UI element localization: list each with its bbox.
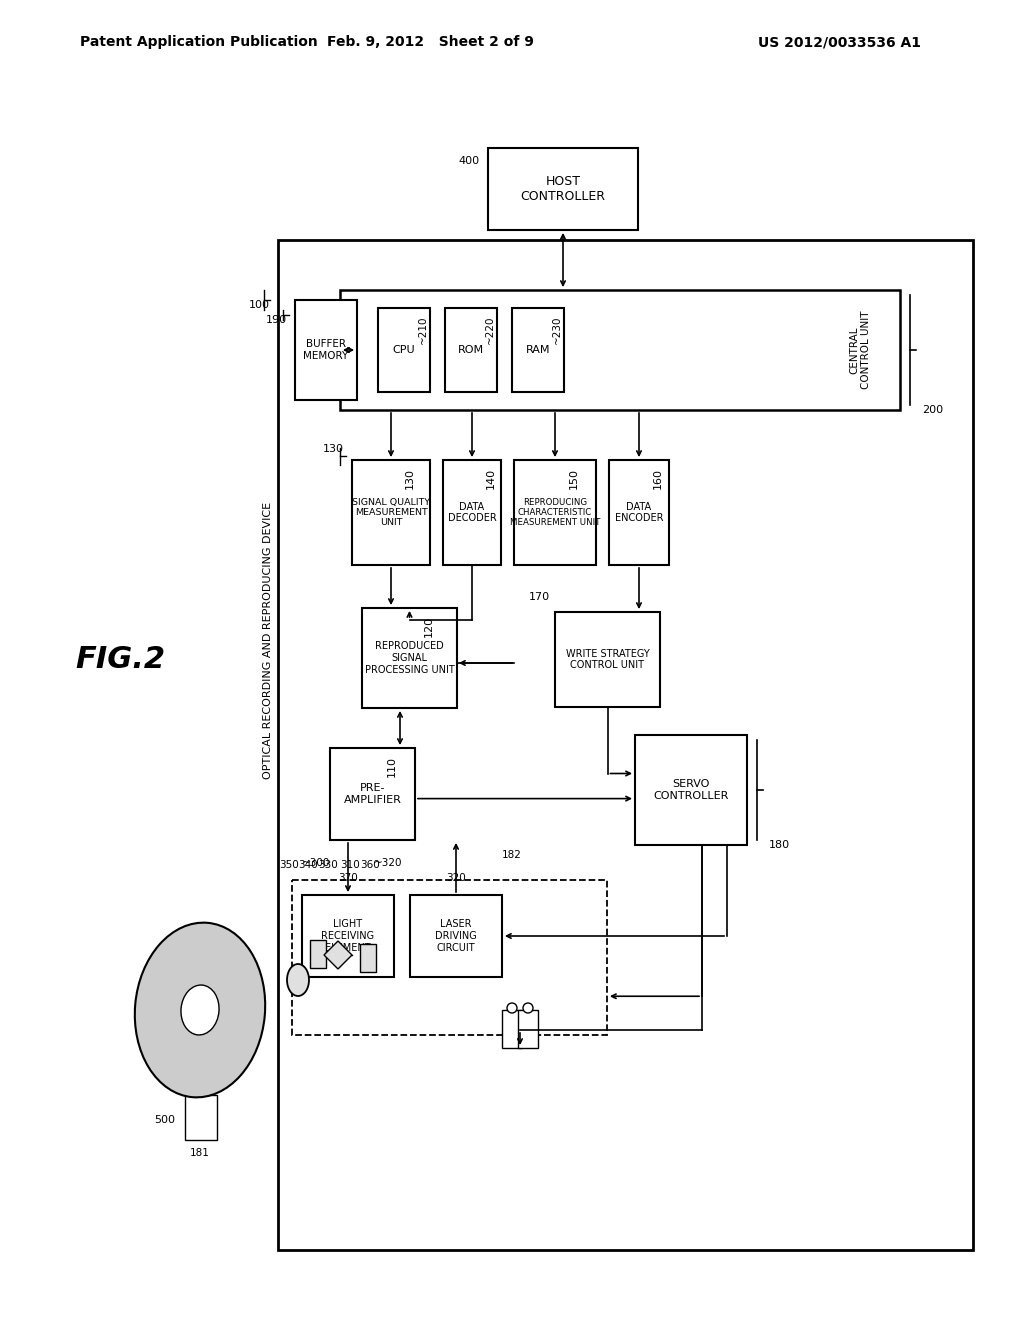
- Text: RAM: RAM: [525, 345, 550, 355]
- Bar: [502, 1010, 522, 1048]
- Bar: [443, 459, 501, 565]
- Text: CPU: CPU: [392, 345, 416, 355]
- Text: US 2012/0033536 A1: US 2012/0033536 A1: [759, 36, 922, 49]
- Text: OPTICAL RECORDING AND REPRODUCING DEVICE: OPTICAL RECORDING AND REPRODUCING DEVICE: [263, 502, 273, 779]
- Text: WRITE STRATEGY
CONTROL UNIT: WRITE STRATEGY CONTROL UNIT: [565, 648, 649, 671]
- Text: 360: 360: [360, 861, 380, 870]
- Text: DATA
DECODER: DATA DECODER: [447, 502, 497, 523]
- Circle shape: [523, 1003, 534, 1012]
- Text: 181: 181: [190, 1148, 210, 1158]
- Text: ~230: ~230: [552, 315, 562, 345]
- Text: 190: 190: [266, 315, 287, 325]
- Text: 370: 370: [338, 873, 357, 883]
- Text: 320: 320: [446, 873, 466, 883]
- Text: LASER
DRIVING
CIRCUIT: LASER DRIVING CIRCUIT: [435, 920, 477, 953]
- Text: 400: 400: [459, 156, 480, 166]
- Bar: [378, 308, 430, 392]
- Text: 310: 310: [340, 861, 359, 870]
- Bar: [445, 308, 497, 392]
- Text: 130: 130: [406, 469, 415, 488]
- Bar: [518, 1010, 538, 1048]
- Bar: [340, 290, 900, 411]
- Text: CENTRAL
CONTROL UNIT: CENTRAL CONTROL UNIT: [849, 310, 870, 389]
- Text: DATA
ENCODER: DATA ENCODER: [614, 502, 664, 523]
- Text: ~210: ~210: [418, 315, 428, 345]
- Text: 200: 200: [922, 405, 943, 414]
- Bar: [330, 748, 415, 840]
- Ellipse shape: [135, 923, 265, 1097]
- Text: HOST
CONTROLLER: HOST CONTROLLER: [520, 176, 605, 203]
- Text: ~320: ~320: [374, 858, 402, 869]
- Text: LIGHT
RECEIVING
ELEMENT: LIGHT RECEIVING ELEMENT: [322, 920, 375, 953]
- Circle shape: [507, 1003, 517, 1012]
- Bar: [302, 895, 394, 977]
- Text: 500: 500: [155, 1115, 175, 1125]
- Bar: [360, 944, 376, 972]
- Text: 170: 170: [528, 591, 550, 602]
- Bar: [555, 612, 660, 708]
- Polygon shape: [324, 941, 352, 969]
- Bar: [488, 148, 638, 230]
- Text: 140: 140: [486, 469, 496, 490]
- Bar: [410, 895, 502, 977]
- Text: 180: 180: [769, 840, 791, 850]
- Bar: [609, 459, 669, 565]
- Text: ~300: ~300: [302, 858, 331, 869]
- Text: Patent Application Publication: Patent Application Publication: [80, 36, 317, 49]
- Text: Feb. 9, 2012   Sheet 2 of 9: Feb. 9, 2012 Sheet 2 of 9: [327, 36, 534, 49]
- Bar: [295, 300, 357, 400]
- Text: 120: 120: [424, 616, 433, 638]
- Bar: [635, 735, 746, 845]
- Text: 330: 330: [318, 861, 338, 870]
- Text: 160: 160: [653, 469, 663, 488]
- Ellipse shape: [287, 964, 309, 997]
- Text: FIG.2: FIG.2: [75, 645, 165, 675]
- Text: SERVO
CONTROLLER: SERVO CONTROLLER: [653, 779, 729, 801]
- Text: ROM: ROM: [458, 345, 484, 355]
- Text: 150: 150: [569, 469, 579, 488]
- Text: REPRODUCED
SIGNAL
PROCESSING UNIT: REPRODUCED SIGNAL PROCESSING UNIT: [365, 642, 455, 675]
- Text: SIGNAL QUALITY
MEASUREMENT
UNIT: SIGNAL QUALITY MEASUREMENT UNIT: [352, 498, 430, 528]
- Text: 350: 350: [280, 861, 299, 870]
- Bar: [352, 459, 430, 565]
- Text: 182: 182: [502, 850, 522, 861]
- Text: PRE-
AMPLIFIER: PRE- AMPLIFIER: [344, 783, 401, 805]
- Text: REPRODUCING
CHARACTERISTIC
MEASUREMENT UNIT: REPRODUCING CHARACTERISTIC MEASUREMENT U…: [510, 498, 600, 528]
- Bar: [310, 940, 326, 968]
- Text: 100: 100: [249, 300, 270, 310]
- Bar: [185, 1096, 217, 1140]
- Text: BUFFER
MEMORY: BUFFER MEMORY: [303, 339, 348, 360]
- Bar: [512, 308, 564, 392]
- Text: 110: 110: [386, 756, 396, 777]
- Ellipse shape: [181, 985, 219, 1035]
- Bar: [278, 240, 973, 1250]
- Bar: [514, 459, 596, 565]
- Bar: [362, 609, 457, 708]
- Text: 340: 340: [298, 861, 317, 870]
- Bar: [292, 880, 607, 1035]
- Text: ~220: ~220: [485, 315, 495, 345]
- Text: 130: 130: [323, 444, 344, 454]
